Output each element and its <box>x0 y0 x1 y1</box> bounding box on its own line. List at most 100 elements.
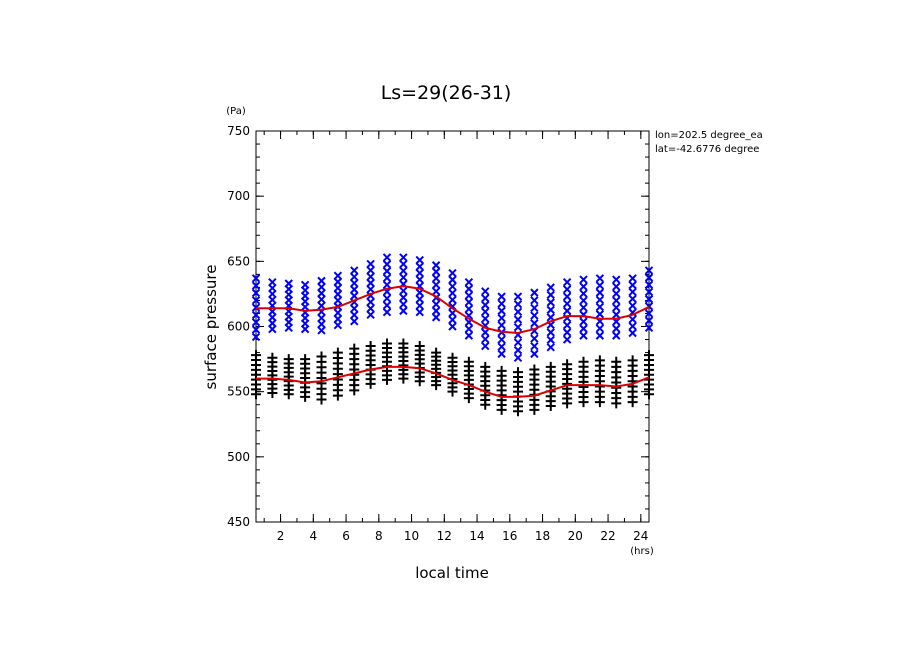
x-marker <box>497 292 506 301</box>
x-marker <box>612 324 621 333</box>
x-marker <box>497 320 506 330</box>
x-marker <box>317 276 326 286</box>
x-marker <box>464 284 474 294</box>
x-marker <box>644 266 654 275</box>
x-marker <box>399 253 408 262</box>
x-tick-label: 12 <box>437 529 452 543</box>
x-marker <box>350 304 359 313</box>
x-marker <box>333 271 343 280</box>
x-marker <box>350 310 359 320</box>
plus-marker <box>562 359 573 370</box>
x-marker <box>268 277 277 287</box>
x-marker <box>333 290 343 299</box>
x-marker <box>530 342 539 351</box>
y-axis-label: surface pressure <box>202 265 220 390</box>
x-marker <box>612 282 621 291</box>
plus-marker <box>513 367 523 378</box>
plus-marker <box>414 341 425 352</box>
plus-marker <box>480 361 491 372</box>
x-marker <box>366 285 375 294</box>
x-marker <box>562 328 572 337</box>
x-marker <box>497 342 506 351</box>
x-marker <box>366 272 375 281</box>
x-marker <box>579 331 588 340</box>
x-marker <box>350 266 359 275</box>
y-tick-label: 750 <box>227 124 250 138</box>
x-marker <box>366 266 375 275</box>
x-marker <box>251 310 261 320</box>
x-marker <box>612 296 621 305</box>
x-marker <box>628 294 637 304</box>
x-marker <box>530 311 539 320</box>
x-marker <box>350 285 359 294</box>
x-marker <box>530 303 539 313</box>
x-marker <box>595 274 605 283</box>
fit-line-3 <box>256 365 650 398</box>
x-marker <box>415 255 424 265</box>
x-marker <box>415 268 424 278</box>
x-marker <box>251 332 261 342</box>
x-tick-label: 24 <box>633 529 648 543</box>
y-unit-label: (Pa) <box>226 106 246 117</box>
plus-marker <box>267 352 278 363</box>
x-marker <box>399 266 408 275</box>
plot-axes: 2 4 6 8 10 12 14 16 18 20 22 2445050055060065070075… <box>227 124 650 543</box>
x-marker <box>595 324 605 333</box>
x-marker <box>431 274 441 283</box>
plus-marker <box>447 352 458 363</box>
plus-marker <box>611 356 622 367</box>
x-tick-label: 2 <box>277 529 285 543</box>
x-marker <box>562 299 572 308</box>
x-marker <box>382 273 392 283</box>
x-marker <box>448 282 457 291</box>
plus-marker <box>316 351 327 362</box>
x-marker <box>497 313 506 323</box>
x-marker <box>612 275 621 284</box>
chart-title: Ls=29(26-31) <box>381 82 512 104</box>
x-marker <box>431 267 441 276</box>
x-marker <box>579 289 588 298</box>
annotation-lat: lat=-42.6776 degree <box>655 144 759 155</box>
x-marker <box>350 291 359 301</box>
x-marker <box>513 292 523 301</box>
y-tick-label: 700 <box>227 189 250 203</box>
plus-marker <box>365 341 376 352</box>
x-marker <box>399 293 408 302</box>
x-marker <box>382 301 392 310</box>
x-marker <box>562 277 572 287</box>
x-marker <box>612 289 621 298</box>
x-marker <box>333 283 343 293</box>
x-marker <box>530 319 539 328</box>
x-marker <box>399 273 408 282</box>
plus-marker <box>332 347 343 358</box>
x-marker <box>628 328 637 338</box>
y-tick-label: 550 <box>227 385 250 399</box>
x-marker <box>448 315 457 325</box>
y-tick-label: 600 <box>227 320 250 334</box>
x-marker <box>382 294 392 303</box>
x-marker <box>366 259 375 269</box>
x-marker <box>251 296 261 305</box>
y-tick-label: 450 <box>227 515 250 529</box>
x-marker <box>595 331 605 340</box>
x-marker <box>382 280 392 290</box>
x-marker <box>530 334 539 343</box>
x-marker <box>464 277 474 287</box>
x-marker <box>481 341 490 351</box>
y-tick-label: 650 <box>227 254 250 268</box>
x-marker <box>350 278 359 288</box>
x-marker <box>513 315 523 324</box>
x-marker <box>431 261 441 270</box>
x-marker <box>415 262 424 271</box>
x-marker <box>300 280 310 290</box>
x-marker <box>612 303 621 312</box>
x-marker <box>333 320 343 330</box>
plus-marker <box>529 364 540 375</box>
y-tick-label: 500 <box>227 450 250 464</box>
x-marker <box>251 281 261 290</box>
x-marker <box>513 353 523 362</box>
x-marker <box>415 301 424 310</box>
x-marker <box>579 324 588 333</box>
x-unit-label: (hrs) <box>630 546 654 557</box>
x-marker <box>513 338 523 347</box>
